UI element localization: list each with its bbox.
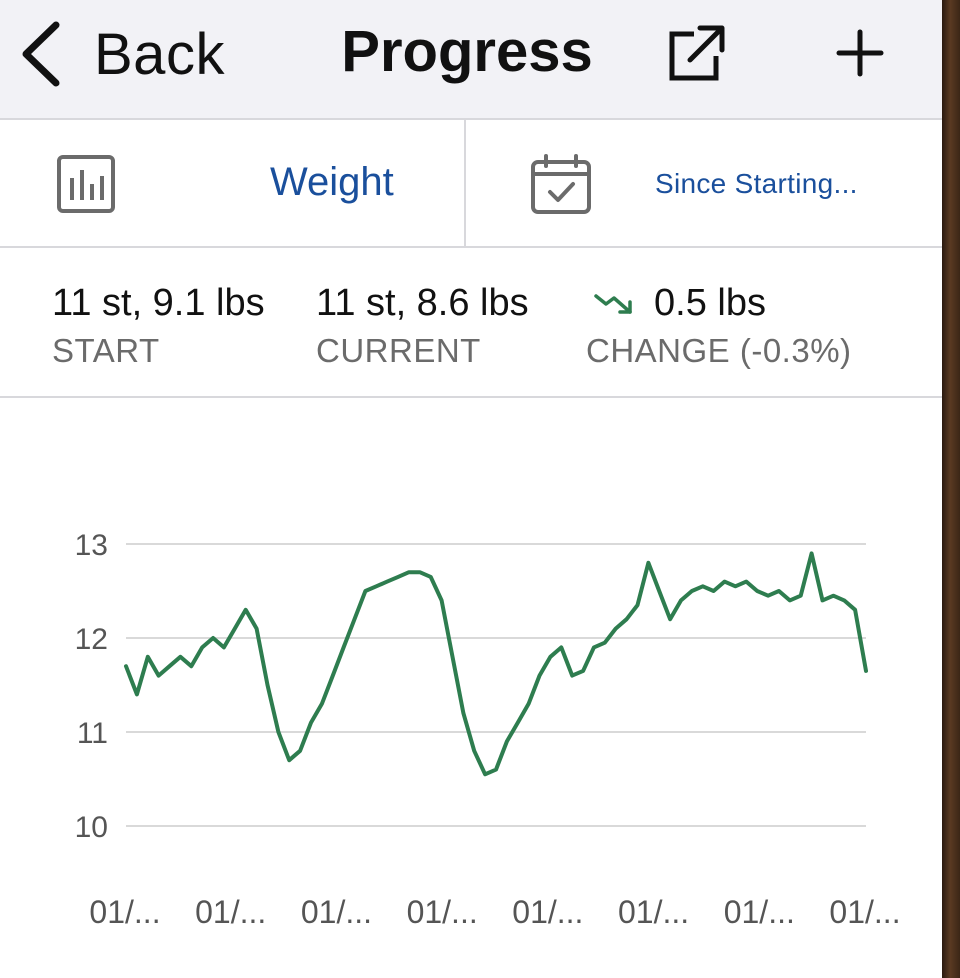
page-title: Progress (0, 18, 942, 85)
y-tick-label: 11 (77, 717, 108, 750)
stats-row: 11 st, 9.1 lbs START 11 st, 8.6 lbs CURR… (0, 248, 942, 398)
start-value: 11 st, 9.1 lbs (52, 282, 265, 324)
x-tick-label: 01/... (89, 894, 160, 930)
trend-down-icon (594, 294, 632, 314)
y-tick-label: 13 (75, 529, 108, 562)
current-label: CURRENT (316, 332, 481, 369)
back-button[interactable]: Back (18, 14, 225, 94)
x-tick-label: 01/... (195, 894, 266, 930)
y-tick-label: 12 (75, 623, 108, 656)
change-value: 0.5 lbs (654, 282, 766, 324)
device-edge (942, 0, 960, 978)
weight-chart-svg: 10 11 12 13 01/... 01/... 01/... 01/... 01/... 01… (75, 529, 901, 930)
navigation-bar: Back Progress (0, 0, 942, 120)
x-tick-label: 01/... (724, 894, 795, 930)
date-range-label: Since Starting... (655, 168, 858, 199)
bar-chart-icon (57, 155, 115, 213)
current-value: 11 st, 8.6 lbs (316, 282, 529, 324)
filter-divider (464, 120, 466, 246)
metric-selector[interactable]: Weight (0, 120, 464, 246)
weight-chart: 10 11 12 13 01/... 01/... 01/... 01/... 01/... 01… (0, 398, 942, 978)
start-label: START (52, 332, 160, 369)
metric-label: Weight (270, 160, 394, 204)
y-tick-label: 10 (75, 811, 108, 844)
weight-series-line (124, 551, 868, 777)
plus-icon[interactable] (832, 22, 888, 84)
x-tick-label: 01/... (829, 894, 900, 930)
filter-bar: Weight Since Starting... (0, 120, 942, 248)
calendar-check-icon (531, 154, 591, 214)
change-label: CHANGE (-0.3%) (586, 332, 852, 369)
chevron-left-icon (22, 21, 60, 87)
page-title-text: Progress (341, 19, 593, 84)
share-icon[interactable] (664, 24, 728, 84)
x-tick-label: 01/... (301, 894, 372, 930)
x-tick-label: 01/... (407, 894, 478, 930)
back-label: Back (94, 21, 225, 87)
date-range-selector[interactable]: Since Starting... (466, 120, 942, 246)
x-tick-label: 01/... (512, 894, 583, 930)
x-tick-label: 01/... (618, 894, 689, 930)
